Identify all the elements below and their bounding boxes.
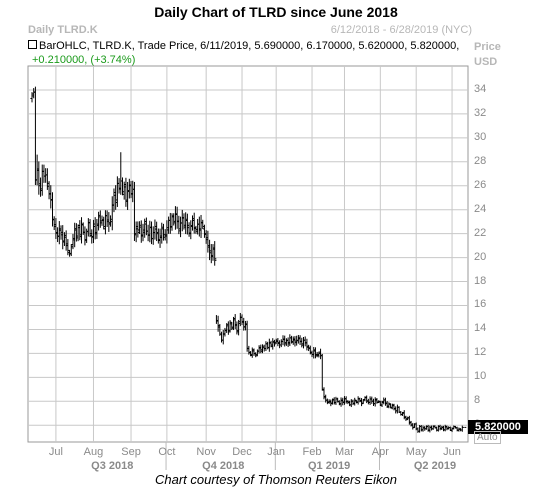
x-tick-label: Mar	[334, 446, 354, 458]
x-tick-label: Aug	[83, 446, 104, 458]
quarter-label: Q2 2019	[413, 460, 457, 472]
chart-title: Daily Chart of TLRD since June 2018	[154, 4, 398, 20]
x-tick-label: Oct	[158, 446, 176, 458]
x-tick-label: Jan	[267, 446, 286, 458]
quarter-label: Q1 2019	[307, 460, 351, 472]
plot-frame	[27, 65, 469, 443]
last-price-marker: 5.820000	[468, 420, 528, 435]
x-tick-label: Dec	[232, 446, 252, 458]
currency-header-line: USD	[474, 56, 498, 68]
quarter-label: Q4 2018	[202, 460, 245, 472]
x-tick-label: Sep	[121, 446, 141, 458]
series-square-icon	[28, 40, 37, 49]
price-header-line: Price	[474, 41, 501, 53]
y-tick-label: 34	[474, 82, 487, 95]
series-info: BarOHLC, TLRD.K, Trade Price, 6/11/2019,…	[28, 40, 459, 52]
change-label: +0.210000, (+3.74%)	[32, 54, 136, 66]
x-tick-label: Feb	[302, 446, 322, 458]
chart-caption: Chart courtesy of Thomson Reuters Eikon	[154, 472, 398, 487]
y-tick-label: 10	[474, 370, 487, 383]
quarter-label: Q3 2018	[91, 460, 134, 472]
y-tick-label: 22	[474, 226, 487, 239]
price-axis-header: Price USD	[474, 40, 501, 70]
symbol-label: Daily TLRD.K	[28, 24, 98, 36]
date-range-label: 6/12/2018 - 6/28/2019 (NYC)	[330, 24, 472, 36]
x-tick-label: May	[405, 446, 427, 458]
x-tick-label: Apr	[371, 446, 389, 458]
y-tick-label: 8	[474, 394, 481, 407]
y-tick-label: 16	[474, 298, 487, 311]
x-tick-label: Jul	[48, 446, 63, 458]
y-tick-label: 28	[474, 154, 487, 167]
y-tick-label: 12	[474, 346, 487, 359]
y-tick-label: 14	[474, 322, 487, 335]
auto-scale-button[interactable]: Auto	[474, 431, 501, 444]
series-info-text: BarOHLC, TLRD.K, Trade Price, 6/11/2019,…	[39, 40, 460, 52]
y-tick-label: 24	[474, 202, 487, 215]
x-tick-label: Jun	[443, 446, 461, 458]
x-tick-label: Nov	[196, 446, 216, 458]
y-tick-label: 32	[474, 106, 487, 119]
y-tick-label: 30	[474, 130, 487, 143]
y-tick-label: 20	[474, 250, 487, 263]
y-tick-label: 18	[474, 274, 487, 287]
y-tick-label: 26	[474, 178, 487, 191]
